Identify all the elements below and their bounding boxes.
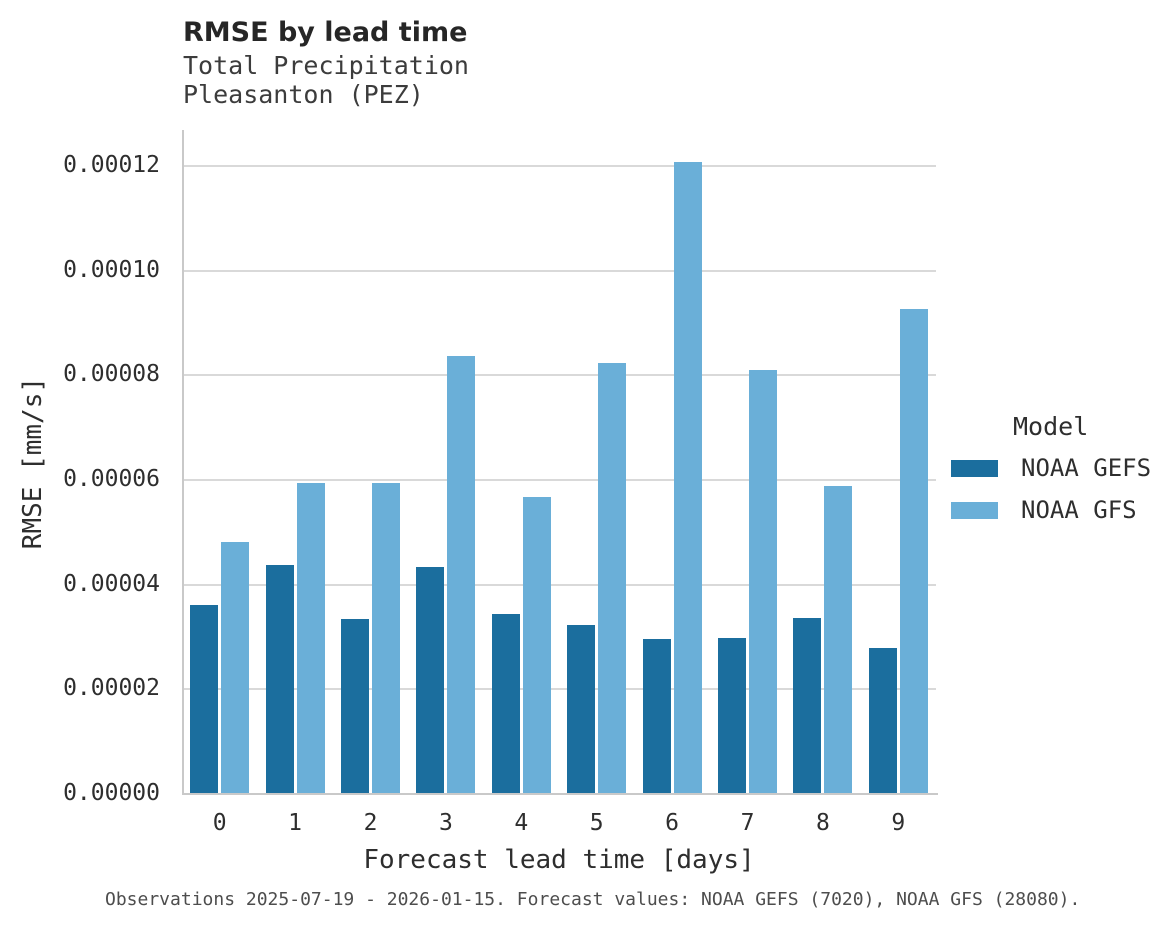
y-axis-spine [182,130,184,795]
chart-subtitle-variable: Total Precipitation [183,51,469,80]
x-tick-1: 1 [288,810,303,836]
caption-text: Observations 2025-07-19 - 2026-01-15. Fo… [105,889,1081,910]
y-tick-0.00010: 0.00010 [63,256,160,283]
x-tick-8: 8 [815,810,830,836]
bar-noaa-gefs-lead-2 [341,619,369,793]
x-tick-7: 7 [740,810,755,836]
x-tick-5: 5 [589,810,604,836]
bar-noaa-gefs-lead-1 [265,565,294,793]
legend: Model NOAA GEFS NOAA GFS [951,412,1175,538]
gridline-0.00004 [182,583,936,586]
x-tick-6: 6 [665,810,680,836]
legend-label-noaa-gefs: NOAA GEFS [1021,454,1152,482]
bar-noaa-gfs-lead-2 [372,483,400,793]
bar-noaa-gfs-lead-3 [447,355,476,793]
gridline-0.00008 [182,374,936,377]
legend-item-noaa-gefs: NOAA GEFS [951,454,1175,482]
legend-label-noaa-gfs: NOAA GFS [1021,496,1137,524]
bar-noaa-gfs-lead-5 [598,363,627,793]
bar-noaa-gefs-lead-8 [793,618,822,793]
bar-noaa-gefs-lead-7 [718,638,746,793]
bar-noaa-gfs-lead-7 [749,369,777,793]
y-axis-label: RMSE [mm/s] [18,377,48,550]
x-tick-9: 9 [891,810,906,836]
x-tick-3: 3 [438,810,453,836]
bar-noaa-gefs-lead-6 [642,639,671,793]
chart-subtitle-station: Pleasanton (PEZ) [183,80,424,109]
legend-item-noaa-gfs: NOAA GFS [951,496,1175,524]
y-tick-0.00006: 0.00006 [63,466,160,493]
bar-noaa-gefs-lead-0 [190,605,219,793]
bar-noaa-gfs-lead-4 [522,496,551,793]
plot-area [182,130,936,793]
bar-noaa-gefs-lead-3 [416,566,445,793]
chart-title: RMSE by lead time [183,17,468,48]
bar-noaa-gfs-lead-6 [673,162,702,793]
x-tick-4: 4 [514,810,529,836]
bar-noaa-gfs-lead-9 [899,309,928,793]
x-axis-spine [182,793,938,795]
y-tick-0.00012: 0.00012 [63,152,160,179]
x-tick-2: 2 [363,810,378,836]
x-tick-0: 0 [212,810,227,836]
gridline-0.00010 [182,269,936,272]
gridline-0.00002 [182,688,936,691]
y-tick-0.00000: 0.00000 [63,780,160,806]
gridline-0.00006 [182,479,936,482]
legend-swatch-noaa-gefs [951,459,998,477]
bar-noaa-gefs-lead-9 [868,647,897,793]
bar-noaa-gfs-lead-0 [221,541,250,793]
bar-noaa-gefs-lead-4 [491,614,520,793]
y-tick-0.00002: 0.00002 [63,675,160,702]
legend-title: Model [1013,412,1089,441]
gridline-0.00012 [182,165,936,168]
bar-noaa-gfs-lead-1 [296,482,325,793]
x-axis-label: Forecast lead time [days] [363,845,755,875]
bar-noaa-gfs-lead-8 [824,485,853,793]
bar-noaa-gefs-lead-5 [567,625,596,793]
y-tick-0.00008: 0.00008 [63,361,160,388]
legend-swatch-noaa-gfs [951,501,998,519]
y-tick-0.00004: 0.00004 [63,570,160,597]
